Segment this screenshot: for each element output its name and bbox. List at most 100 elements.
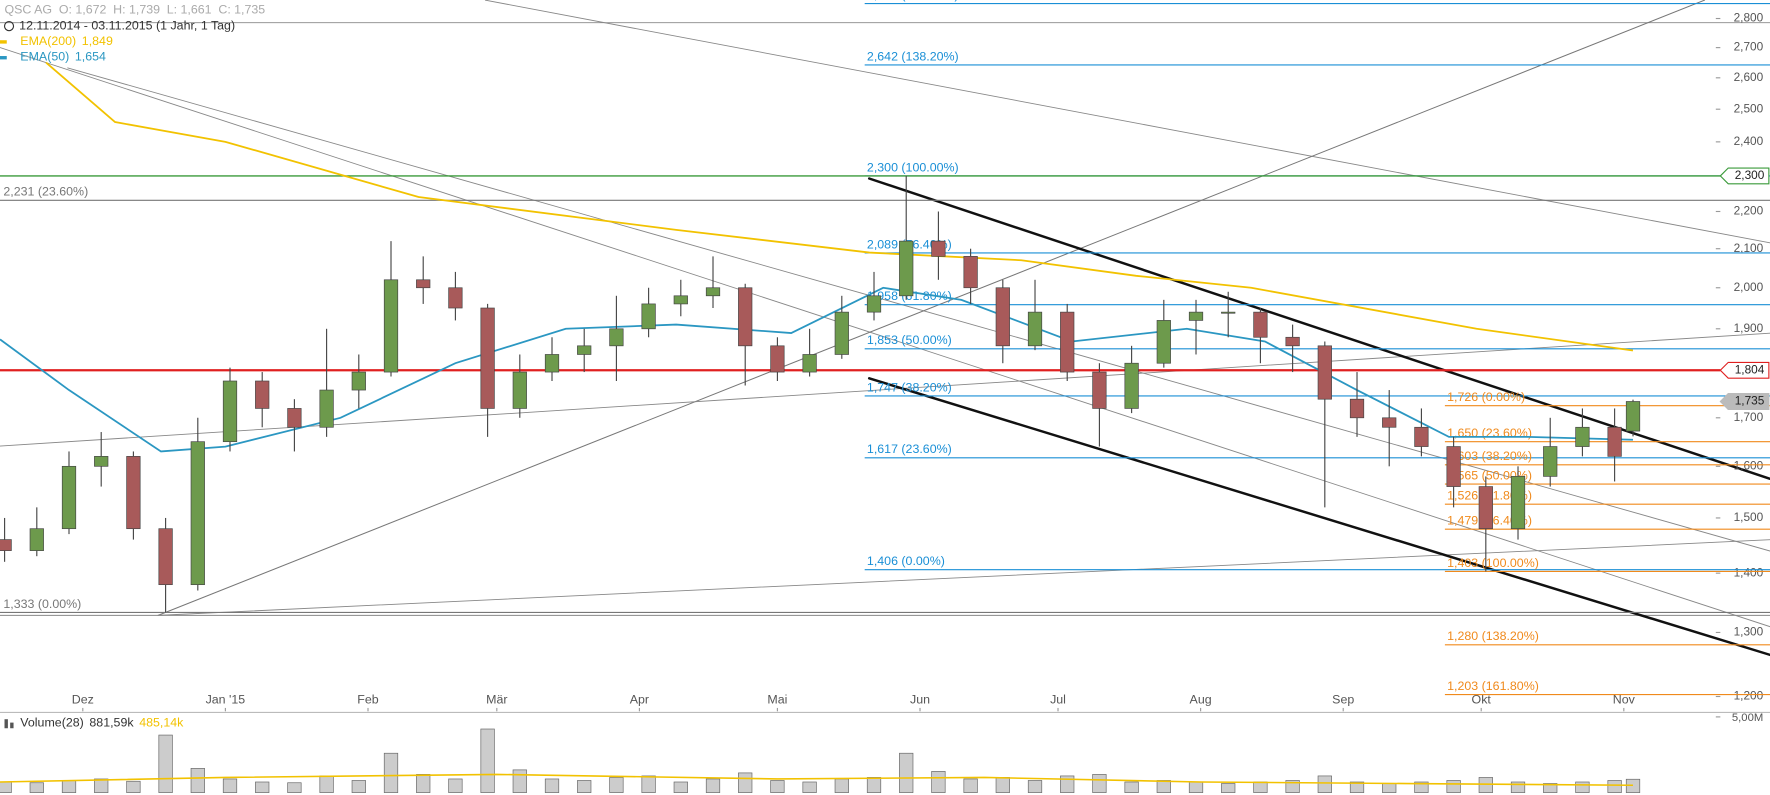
volume-bar <box>1446 780 1461 793</box>
volume-bar <box>351 780 366 793</box>
volume-bar <box>1317 775 1332 793</box>
candle-body <box>1317 345 1332 400</box>
volume-bar <box>995 777 1010 793</box>
volume-bar <box>61 780 77 793</box>
volume-bar <box>705 778 721 793</box>
fib-label: 1,853 (50.00%) <box>867 333 952 347</box>
candle-body <box>802 354 817 373</box>
candle-body <box>1625 401 1641 432</box>
x-tick-label: Dez <box>72 692 94 706</box>
volume-icon <box>4 719 8 729</box>
legend-name: EMA(50) <box>20 50 69 64</box>
ohlc-value: 1,661 <box>181 3 212 17</box>
volume-legend: Volume(28) 881,59k 485,14k <box>20 716 184 730</box>
volume-bar <box>287 782 302 793</box>
volume-bar <box>1349 781 1365 793</box>
candle-body <box>1092 371 1107 409</box>
candle-body <box>126 456 141 530</box>
y-tick-label: 2,600 <box>1734 70 1764 84</box>
candle-body <box>1285 336 1300 347</box>
fib-label: 1,603 (38.20%) <box>1447 449 1532 463</box>
x-tick-label: Nov <box>1613 692 1636 706</box>
drawings <box>0 0 1770 657</box>
y-tick-label: 1,200 <box>1734 689 1764 703</box>
volume-bar <box>834 778 849 793</box>
volume-bar <box>1188 781 1204 793</box>
volume-bar <box>1543 783 1558 793</box>
y-tick-label: 2,000 <box>1734 280 1764 294</box>
fib-label: 1,617 (23.60%) <box>867 442 952 456</box>
candle-body <box>834 311 849 355</box>
volume-bar <box>1060 775 1075 793</box>
volume-bar <box>1285 780 1300 793</box>
candle-body <box>1382 417 1397 428</box>
indicator-line <box>45 61 1634 352</box>
candle-body <box>512 371 527 409</box>
candle-body <box>190 441 205 586</box>
volume-bar <box>1156 780 1171 793</box>
volume-bar <box>416 774 431 793</box>
candle-body <box>158 528 173 586</box>
ohlc-value: 1,739 <box>129 3 160 17</box>
y-tick-label: 1,700 <box>1734 410 1764 424</box>
fib-label: 1,726 (0.00%) <box>1447 390 1525 404</box>
volume-bar <box>866 777 882 793</box>
volume-bar <box>190 768 205 793</box>
volume-bar <box>1382 783 1397 793</box>
volume-bar <box>255 781 270 793</box>
channel-line <box>867 377 1770 657</box>
fib-label: 2,642 (138.20%) <box>867 49 959 63</box>
candle-body <box>448 287 463 309</box>
price-badge-label: 1,735 <box>1735 394 1765 408</box>
trend-line <box>0 47 1770 628</box>
candle-body <box>1607 426 1622 457</box>
candle-body <box>1124 362 1139 409</box>
y-tick-label: 2,500 <box>1734 101 1764 115</box>
candle-body <box>29 528 44 551</box>
price-badge-label: 1,804 <box>1735 362 1765 376</box>
candle-body <box>931 240 946 257</box>
volume-bar <box>641 775 656 793</box>
trend-line <box>157 539 1770 616</box>
volume-bar <box>126 780 141 793</box>
price-panel: 2,800 2,700 2,600 2,500 2,400 2,200 2,100 2,000… <box>0 0 1770 712</box>
x-tick-label: Jan '15 <box>206 692 246 706</box>
volume-bar <box>1221 783 1236 793</box>
candle-body <box>1349 398 1365 419</box>
x-tick-label: Aug <box>1190 692 1212 706</box>
volume-y-tick-label: 5,00M <box>1732 712 1763 724</box>
volume-bar <box>738 772 753 793</box>
candle-body <box>1575 426 1590 447</box>
x-tick-label: Jul <box>1050 692 1066 706</box>
price-badge <box>1719 167 1770 185</box>
candle-body <box>222 380 238 443</box>
candle-body <box>963 256 978 289</box>
volume-bar <box>1027 780 1043 793</box>
candle-body <box>641 303 656 330</box>
fib-label: 1,565 (50.00%) <box>1447 468 1532 482</box>
legend-entry: EMA(200) 1,849 <box>20 34 113 48</box>
candle-body <box>738 287 753 347</box>
candle-body <box>94 456 109 467</box>
volume-bar <box>158 734 173 793</box>
fib-label: 1,203 (161.80%) <box>1447 679 1539 693</box>
candle-body <box>1446 446 1461 487</box>
candle-body <box>899 240 914 297</box>
ohlc-label: L: <box>167 3 177 17</box>
volume-bar <box>609 777 624 793</box>
volume-bar <box>544 778 560 793</box>
candle-body <box>770 345 785 373</box>
y-tick-label: 2,800 <box>1734 11 1764 25</box>
x-tick-label: Feb <box>357 692 378 706</box>
trend-line <box>157 0 1706 616</box>
symbol-header: QSC AG O: 1,672 H: 1,739 L: 1,661 C: 1,735 <box>5 3 266 17</box>
candle-body <box>1188 311 1204 321</box>
y-tick-label: 2,100 <box>1734 241 1764 255</box>
fib-label: 2,300 (100.00%) <box>867 160 959 174</box>
ohlc-value: 1,735 <box>234 3 265 17</box>
volume-bar <box>1478 777 1493 793</box>
candle-body <box>480 307 495 409</box>
candle-body <box>866 295 882 313</box>
legend-name: EMA(200) <box>20 34 76 48</box>
volume-bar <box>0 781 12 793</box>
